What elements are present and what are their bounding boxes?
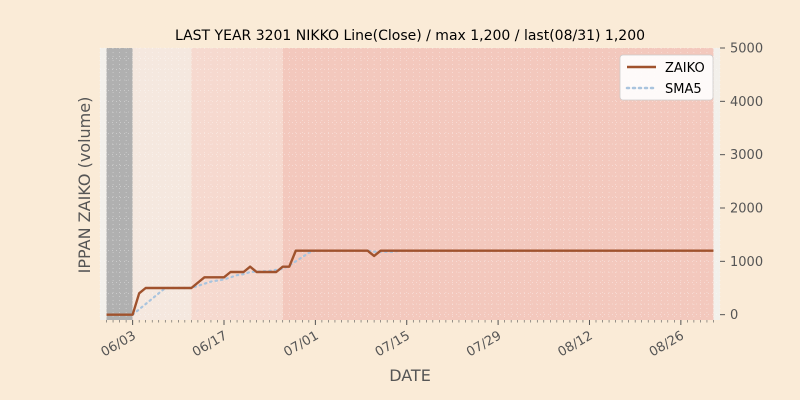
legend: ZAIKO SMA5 [619,54,714,101]
y-tick-label: 5000 [730,42,763,57]
y-tick-label: 1000 [730,255,763,270]
series-line-sma5 [131,249,715,316]
grid [99,47,721,320]
legend-label-zaiko: ZAIKO [665,61,705,76]
background-band-0 [100,48,107,320]
y-tick-label: 2000 [730,202,763,217]
y-tick-label: 3000 [730,148,763,163]
chart-title: LAST YEAR 3201 NIKKO Line(Close) / max 1… [175,28,645,44]
background-band-2 [132,48,192,320]
y-tick-label: 4000 [730,95,763,110]
x-axis-label: DATE [389,366,431,385]
series-layer [106,249,715,316]
background-band-5 [713,48,720,320]
y-axis: 0 1000 2000 3000 4000 5000 [720,42,763,323]
legend-label-sma5: SMA5 [665,82,702,97]
y-axis-label: IPPAN ZAIKO (volume) [75,97,94,274]
y-tick-label: 0 [730,308,738,323]
series-line-zaiko [106,249,714,316]
